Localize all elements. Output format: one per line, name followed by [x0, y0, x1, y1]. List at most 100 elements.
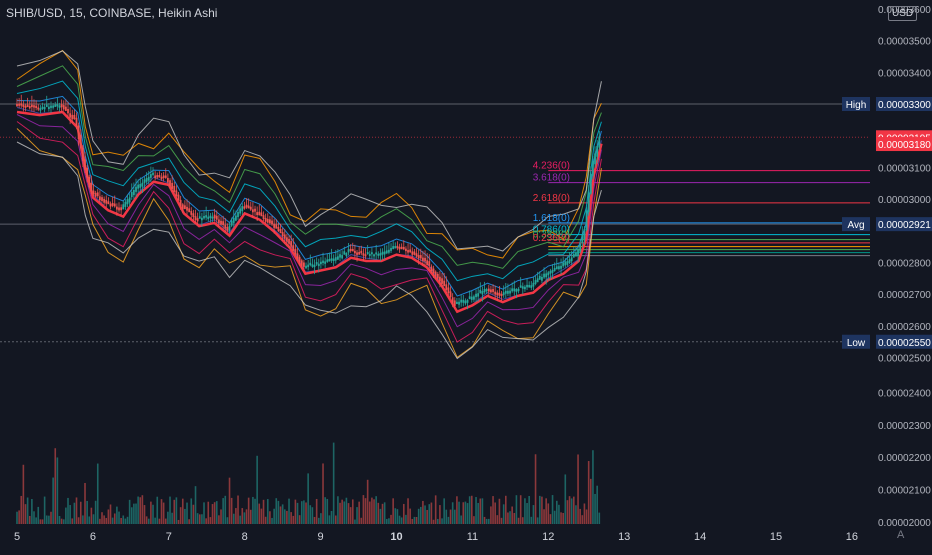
candle-body [190, 211, 193, 215]
volume-bar [196, 513, 199, 524]
volume-bar [24, 504, 27, 524]
candle-body [479, 289, 482, 294]
marker-value-tag [876, 334, 932, 349]
candle-body [424, 257, 426, 262]
marker-value: 0.00003300 [878, 100, 931, 111]
fib-label: 0.382(0) [533, 230, 570, 241]
volume-bar [356, 507, 358, 524]
volume-bar [551, 495, 554, 524]
candle-body [62, 105, 65, 110]
candle-body [543, 273, 545, 278]
volume-bar [445, 509, 448, 524]
candle-body [160, 176, 163, 180]
candle-body [541, 276, 543, 281]
volume-bar [577, 454, 579, 524]
y-tick-label: 0.00002700 [878, 290, 931, 301]
candle-body [577, 249, 579, 257]
candle-body [152, 172, 154, 175]
volume-bar [545, 498, 547, 524]
candle-body [347, 249, 350, 253]
candle-body [111, 202, 114, 206]
volume-bar [396, 509, 399, 524]
volume-bar [524, 498, 526, 524]
volume-bar [317, 517, 320, 524]
volume-bar [269, 511, 271, 524]
volume-bar [88, 516, 91, 524]
candle-body [56, 104, 59, 107]
candle-body [254, 208, 256, 212]
candle-body [222, 221, 225, 226]
volume-bar [232, 513, 235, 524]
candle-body [192, 213, 195, 218]
volume-bar [385, 518, 388, 524]
candle-body [330, 258, 333, 261]
candle-body [400, 246, 403, 250]
volume-bar [502, 504, 505, 524]
volume-bar [33, 511, 35, 524]
volume-bar [143, 505, 146, 524]
volume-bar [360, 517, 363, 524]
candle-body [198, 216, 201, 219]
volume-bar [556, 500, 558, 524]
candle-body [411, 251, 414, 255]
volume-bar [137, 496, 139, 524]
candle-body [547, 272, 550, 276]
volume-bar [266, 499, 269, 524]
candle-body [453, 300, 456, 306]
volume-bar [56, 457, 59, 524]
volume-bar [211, 504, 214, 524]
volume-bar [462, 502, 465, 524]
candle-body [35, 105, 38, 109]
candle-body [528, 285, 531, 288]
volume-bar [394, 508, 397, 524]
candle-body [532, 282, 535, 287]
candle-body [234, 215, 237, 221]
volume-bar [181, 498, 184, 524]
candle-body [77, 125, 80, 140]
candle-body [337, 256, 339, 260]
candle-body [277, 226, 280, 232]
price-badge-label: 0.00003180 [878, 140, 931, 151]
candle-body [283, 234, 286, 239]
volume-bar [22, 464, 25, 524]
candle-body [286, 237, 288, 242]
candle-body [377, 253, 380, 256]
auto-scale-button[interactable]: A [897, 529, 905, 541]
volume-bar [77, 517, 80, 524]
candle-body [496, 292, 499, 296]
candle-body [443, 280, 446, 287]
volume-bar [286, 510, 288, 524]
volume-bar [543, 509, 545, 524]
candle-body [526, 284, 528, 288]
marker-tag [842, 334, 870, 349]
candle-body [120, 207, 123, 211]
volume-bar [560, 512, 562, 524]
volume-bar [26, 497, 29, 524]
x-tick-label: 8 [242, 531, 248, 543]
volume-bar [207, 501, 210, 524]
candle-body [555, 266, 558, 270]
volume-bar [273, 508, 275, 524]
volume-bar [402, 503, 405, 524]
candle-body [101, 197, 103, 201]
candle-body [203, 215, 205, 219]
volume-bar [500, 517, 503, 524]
candle-body [545, 273, 548, 278]
x-tick-label: 6 [90, 531, 96, 543]
volume-bar [309, 505, 312, 524]
volume-bar [107, 509, 110, 524]
volume-bar [296, 502, 299, 524]
candle-body [162, 175, 165, 178]
volume-bar [71, 518, 74, 524]
candle-body [449, 291, 452, 297]
currency-selector[interactable]: USD [888, 6, 918, 21]
x-tick-label: 12 [542, 531, 554, 543]
volume-bar [111, 517, 114, 524]
volume-bar [65, 507, 67, 524]
volume-bar [290, 512, 292, 524]
candle-body [354, 250, 356, 254]
volume-bar [109, 504, 112, 524]
volume-bar [258, 503, 261, 524]
